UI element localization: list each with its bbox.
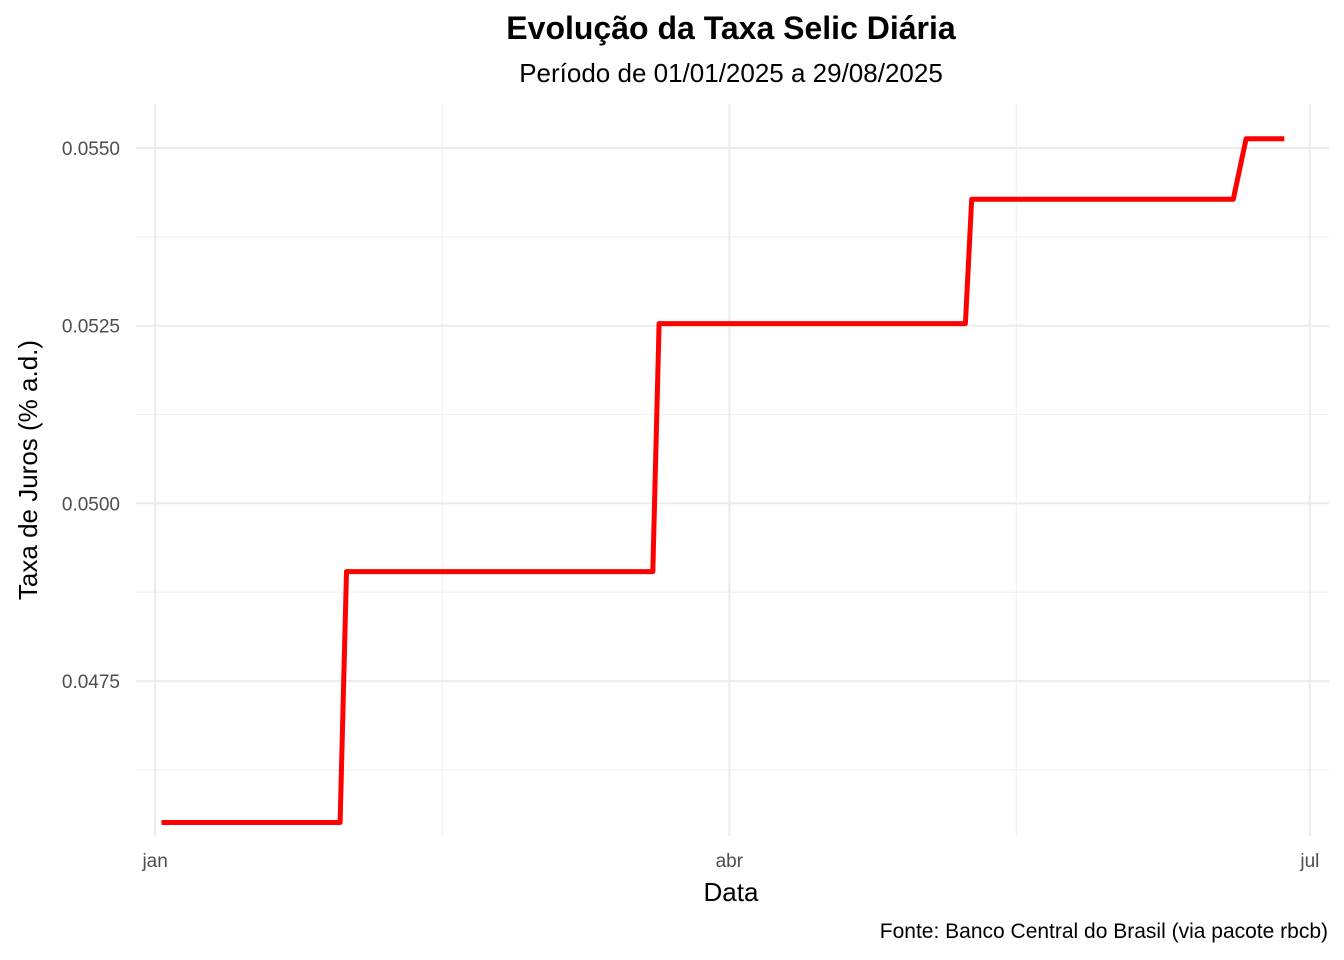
y-axis-title: Taxa de Juros (% a.d.) [13,340,43,600]
chart-subtitle: Período de 01/01/2025 a 29/08/2025 [519,58,943,88]
y-tick-label: 0.0525 [62,317,120,338]
y-tick-label: 0.0500 [62,494,120,515]
y-tick-label: 0.0475 [62,672,120,693]
minor-gridlines [136,104,1329,836]
series-group [161,136,1285,825]
x-axis-title: Data [704,877,759,907]
y-tick-label: 0.0550 [62,139,120,160]
x-tick-label: abr [716,851,744,872]
x-tick-label: jan [141,851,167,872]
x-tick-label: jul [1299,851,1319,872]
chart-title: Evolução da Taxa Selic Diária [506,10,956,46]
series-line [161,136,1285,825]
y-axis-ticks: 0.0475 0.0500 0.0525 0.0550 [62,139,120,693]
chart-caption: Fonte: Banco Central do Brasil (via paco… [879,920,1328,943]
major-gridlines [136,104,1329,836]
x-axis-ticks: jan abr jul [141,851,1319,872]
